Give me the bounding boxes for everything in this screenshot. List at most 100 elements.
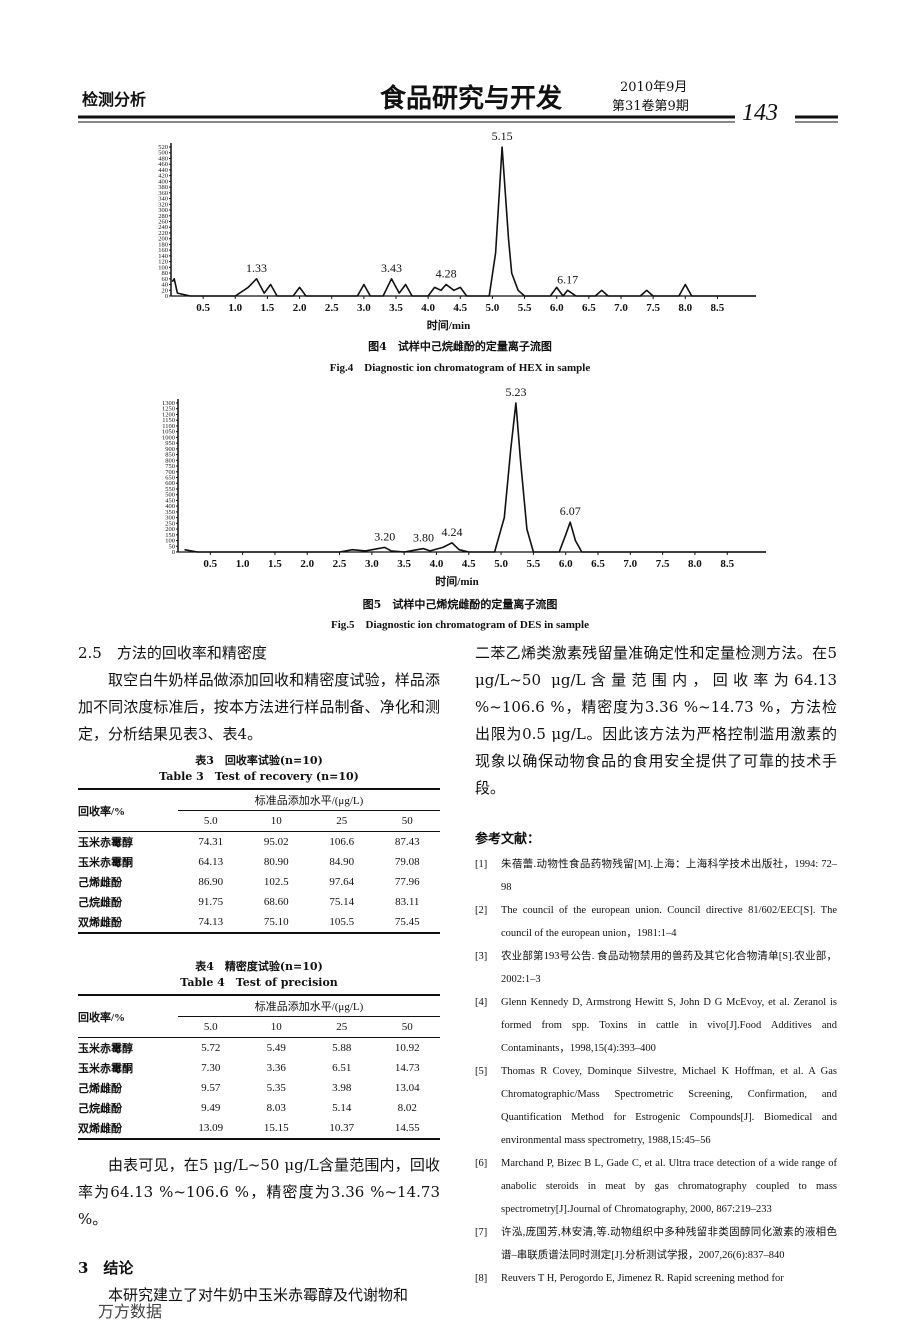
y-tick-label: 1250 (162, 406, 175, 413)
row-label: 双烯雌酚 (78, 912, 178, 934)
peak-label: 3.20 (374, 529, 395, 543)
footer: 万方数据 (98, 1302, 163, 1321)
table-cell: 106.6 (309, 831, 375, 852)
row-label: 玉米赤霉醇 (78, 1037, 178, 1058)
table-row: 己烯雌酚 86.90 102.5 97.64 77.96 (78, 872, 440, 892)
table-cell: 14.73 (394, 1062, 420, 1074)
column-group: 标准品添加水平/(μg/L) (178, 994, 440, 1017)
peak-label: 4.24 (441, 525, 462, 539)
row-header: 回收率/% (78, 994, 178, 1038)
y-tick-label: 120 (158, 259, 168, 266)
y-tick-label: 1300 (162, 400, 175, 407)
x-tick-label: 6.5 (582, 302, 596, 314)
table-cell: 74.31 (178, 831, 244, 852)
x-axis-label: 时间/min (427, 318, 470, 332)
page-number: 143 (742, 100, 778, 126)
column-header: 5.0 (203, 815, 218, 827)
reference: [2] The council of the european union. Co… (475, 899, 837, 945)
x-tick-label: 1.5 (268, 558, 282, 570)
peak-label: 5.15 (492, 129, 513, 143)
x-tick-label: 3.0 (365, 558, 379, 570)
peak-label: 1.33 (246, 261, 267, 275)
right-column: 二苯乙烯类激素残留量准确定性和定量检测方法。在5 μg/L~50 μg/L含量范… (475, 640, 837, 1290)
x-tick-label: 6.0 (559, 558, 573, 570)
table-title-en: Table 3 Test of recovery (n=10) (159, 770, 359, 783)
x-axis-label: 时间/min (435, 574, 478, 588)
table-row: 双烯雌酚 74.13 75.10 105.5 75.45 (78, 912, 440, 934)
paragraph: 二苯乙烯类激素残留量准确定性和定量检测方法。在5 μg/L~50 μg/L含量范… (475, 644, 837, 797)
table-cell: 9.57 (201, 1082, 221, 1094)
y-tick-label: 340 (158, 196, 168, 203)
column-header: 10 (270, 815, 282, 827)
table-cell: 95.02 (243, 831, 309, 852)
y-tick-label: 320 (158, 201, 168, 208)
x-tick-label: 6.5 (591, 558, 605, 570)
reference: [6] Marchand P, Bizec B L, Gade C, et al.… (475, 1152, 837, 1221)
table-cell: 91.75 (198, 896, 224, 908)
x-tick-label: 7.0 (614, 302, 628, 314)
table-title-en: Table 4 Test of precision (180, 976, 338, 989)
table-cell: 97.64 (329, 876, 355, 888)
table-title: 表3 回收率试验(n=10) (195, 754, 323, 767)
table-cell: 3.36 (266, 1062, 286, 1074)
figure-caption: 图5 试样中己烯烷雌酚的定量离子流图 (362, 598, 558, 611)
reference-text: Thomas R Covey, Dominque Silvestre, Mich… (501, 1066, 837, 1146)
table-cell: 5.14 (332, 1102, 352, 1114)
left-column-lower: 由表可见，在5 μg/L~50 μg/L含量范围内，回收率为64.13 %~10… (78, 1152, 440, 1309)
y-tick-label: 20 (162, 287, 169, 294)
reference: [7] 许泓,庞国芳,林安清,等.动物组织中多种残留非类固醇同化激素的液相色谱–串… (475, 1221, 837, 1267)
x-tick-label: 3.5 (397, 558, 411, 570)
y-tick-label: 400 (165, 503, 175, 510)
table-header-row: 5.0 10 25 50 (78, 1017, 440, 1038)
x-tick-label: 8.5 (720, 558, 734, 570)
table-row: 双烯雌酚 13.09 15.15 10.37 14.55 (78, 1118, 440, 1140)
table-cell: 102.5 (263, 876, 289, 888)
x-tick-label: 2.0 (300, 558, 314, 570)
reference: [5] Thomas R Covey, Dominque Silvestre, M… (475, 1060, 837, 1152)
x-tick-label: 7.5 (656, 558, 670, 570)
table-cell: 13.09 (178, 1118, 244, 1140)
x-tick-label: 2.5 (333, 558, 347, 570)
reference-text: Glenn Kennedy D, Armstrong Hewitt S, Joh… (501, 997, 837, 1054)
y-tick-label: 40 (162, 282, 169, 289)
y-tick-label: 750 (165, 463, 175, 470)
y-tick-label: 300 (165, 515, 175, 522)
x-tick-label: 0.5 (196, 302, 210, 314)
y-tick-label: 420 (158, 173, 168, 180)
reference: [1] 朱蓓蕾.动物性食品药物残留[M].上海：上海科学技术出版社，1994: 7… (475, 853, 837, 899)
reference-number: [6] (475, 1158, 488, 1169)
table-cell: 75.10 (243, 912, 309, 934)
table-cell: 77.96 (394, 876, 420, 888)
reference: [4] Glenn Kennedy D, Armstrong Hewitt S, … (475, 991, 837, 1060)
paragraph: 由表可见，在5 μg/L~50 μg/L含量范围内，回收率为64.13 %~10… (78, 1156, 440, 1228)
figure-caption: Fig.5 Diagnostic ion chromatogram of DES… (331, 619, 589, 631)
table-cell: 8.02 (397, 1102, 417, 1114)
y-tick-label: 440 (158, 167, 168, 174)
table-cell: 6.51 (332, 1062, 352, 1074)
table-cell: 5.72 (178, 1037, 244, 1058)
table-row: 玉米赤霉醇 74.31 95.02 106.6 87.43 (78, 831, 440, 852)
peak-label: 4.28 (436, 267, 457, 281)
table-cell: 10.92 (374, 1037, 440, 1058)
y-tick-label: 200 (165, 526, 175, 533)
table: 回收率/% 标准品添加水平/(μg/L) 5.0 10 25 50 玉米赤霉醇 5.72 5.4… (78, 994, 440, 1140)
reference-text: Marchand P, Bizec B L, Gade C, et al. Ul… (501, 1158, 837, 1215)
table-cell: 5.49 (243, 1037, 309, 1058)
table-row: 玉米赤霉醇 5.72 5.49 5.88 10.92 (78, 1037, 440, 1058)
x-tick-label: 6.0 (550, 302, 564, 314)
row-header: 回收率/% (78, 788, 178, 832)
y-tick-label: 1050 (162, 429, 175, 436)
y-tick-label: 250 (165, 520, 175, 527)
y-tick-label: 1100 (162, 423, 175, 430)
column-group: 标准品添加水平/(μg/L) (178, 788, 440, 811)
table-header-row: 5.0 10 25 50 (78, 811, 440, 832)
y-tick-label: 950 (165, 440, 175, 447)
x-tick-label: 4.5 (462, 558, 476, 570)
column-header: 50 (401, 1021, 413, 1033)
x-tick-label: 1.5 (261, 302, 275, 314)
section-heading: 2.5 方法的回收率和精密度 (78, 644, 267, 662)
y-tick-label: 200 (158, 236, 168, 243)
header-journal: 食品研究与开发 (380, 84, 563, 114)
reference-number: [4] (475, 997, 488, 1008)
y-tick-label: 450 (165, 497, 175, 504)
